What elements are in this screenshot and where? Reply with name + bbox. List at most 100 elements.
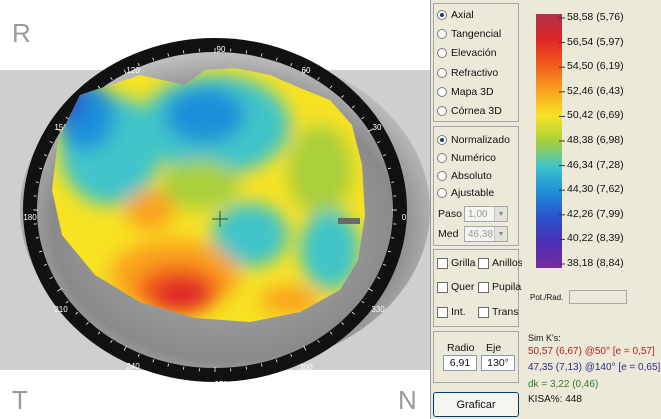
topography-map-panel: 90 60 30 0 330 300 270 240 210 180 150 1… — [0, 0, 430, 419]
degree-tick — [43, 154, 47, 156]
scale-label: 44,30 (7,62) — [567, 183, 624, 196]
degree-tick — [65, 116, 69, 120]
degree-tick — [303, 69, 307, 75]
scale-label: 40,22 (8,39) — [567, 232, 624, 245]
radio-dot — [437, 153, 447, 163]
degree-tick — [368, 128, 373, 132]
degree-tick — [75, 311, 79, 315]
degree-label-150: 150 — [54, 123, 68, 132]
step-label: Paso — [438, 208, 462, 220]
radio-dot — [437, 48, 447, 58]
degree-tick — [329, 85, 333, 89]
radio-dot — [437, 68, 447, 78]
degree-tick — [86, 322, 89, 325]
corneal-topography-map: 90 60 30 0 330 300 270 240 210 180 150 1… — [0, 38, 430, 389]
right-eye-indicator: R — [12, 18, 31, 48]
overlay-options-group: Grilla Anillos Quer Pupila Int. Trans — [433, 249, 523, 327]
radio-ajustable[interactable]: Ajustable — [437, 185, 494, 201]
radio-dot — [437, 106, 447, 116]
radius-axis-group: Radio Eje 6,91 130° — [433, 331, 519, 383]
degree-tick — [57, 288, 62, 292]
checkbox-quer[interactable]: Quer — [437, 279, 474, 295]
axis-value: 130° — [481, 355, 515, 371]
degree-label-30: 30 — [373, 123, 382, 132]
degree-label-270: 270 — [214, 380, 228, 389]
degree-tick — [137, 353, 140, 357]
scale-label: 48,38 (6,98) — [567, 134, 624, 146]
degree-tick — [361, 300, 365, 304]
chevron-down-icon: ▼ — [494, 227, 507, 241]
radio-dot — [437, 135, 447, 145]
checkbox-anillos[interactable]: Anillos — [478, 255, 523, 271]
radio-cornea-3d[interactable]: Córnea 3D — [437, 103, 502, 119]
degree-tick — [383, 264, 387, 266]
control-panel: Axial Tangencial Elevación Refractivo Ma… — [430, 0, 523, 419]
degree-tick — [97, 331, 101, 335]
degree-tick — [152, 359, 155, 363]
degree-tick — [123, 345, 127, 351]
degree-ring — [23, 38, 407, 382]
pot-rad-label: Pot./Rad. — [530, 293, 564, 302]
degree-label-330: 330 — [371, 305, 385, 314]
degree-tick — [97, 85, 101, 89]
color-scale-bar — [536, 14, 565, 268]
radio-dot — [437, 29, 447, 39]
degree-tick — [391, 237, 395, 239]
plot-button[interactable]: Graficar — [433, 392, 519, 417]
degree-tick — [49, 276, 53, 279]
radio-elevacion[interactable]: Elevación — [437, 45, 497, 61]
checkbox-trans[interactable]: Trans — [478, 304, 518, 320]
radio-dot — [437, 10, 447, 20]
degree-tick — [167, 363, 170, 367]
degree-tick — [245, 50, 247, 54]
radio-absoluto[interactable]: Absoluto — [437, 168, 492, 184]
degree-tick — [65, 300, 69, 304]
step-select[interactable]: 1,00 ▼ — [464, 206, 508, 222]
degree-tick — [341, 322, 344, 325]
checkbox-int[interactable]: Int. — [437, 304, 466, 320]
radio-numerico[interactable]: Numérico — [437, 150, 496, 166]
med-select[interactable]: 46,38 ▼ — [464, 226, 508, 242]
degree-tick — [183, 50, 185, 54]
degree-tick — [260, 363, 263, 367]
degree-tick — [275, 359, 278, 363]
degree-tick — [260, 53, 263, 57]
degree-tick — [290, 63, 293, 67]
radio-normalizado[interactable]: Normalizado — [437, 132, 510, 148]
checkbox-pupila[interactable]: Pupila — [478, 279, 521, 295]
degree-label-210: 210 — [54, 305, 68, 314]
degree-tick — [383, 154, 387, 156]
radio-axial[interactable]: Axial — [437, 7, 474, 23]
scale-label: 38,18 (8,84) — [567, 257, 624, 269]
degree-label-0: 0 — [402, 213, 407, 222]
degree-ticks — [33, 48, 397, 372]
degree-tick — [110, 77, 113, 80]
degree-tick — [361, 116, 365, 120]
checkbox-grilla[interactable]: Grilla — [437, 255, 476, 271]
scale-label: 50,42 (6,69) — [567, 109, 624, 122]
radio-dot — [437, 188, 447, 198]
scale-label: 54,50 (6,19) — [567, 60, 624, 73]
simk-k2: 47,35 (7,13) @140° [e = 0,65] — [528, 362, 661, 373]
scale-label: 56,54 (5,97) — [567, 35, 624, 48]
radius-value: 6,91 — [443, 355, 477, 371]
degree-tick — [183, 366, 185, 370]
map-type-group: Axial Tangencial Elevación Refractivo Ma… — [433, 3, 519, 122]
scale-label: 58,58 (5,76) — [567, 11, 624, 23]
chevron-down-icon: ▼ — [494, 207, 507, 221]
degree-label-120: 120 — [126, 66, 140, 75]
color-gradient-bar — [536, 14, 562, 268]
radio-refractivo[interactable]: Refractivo — [437, 65, 498, 81]
simk-title: Sim K's: — [528, 333, 561, 343]
scale-label: 52,46 (6,43) — [567, 84, 624, 97]
degree-label-60: 60 — [302, 66, 311, 75]
degree-tick — [329, 331, 333, 335]
radius-label: Radio — [447, 342, 475, 354]
degree-tick — [39, 167, 43, 170]
radio-mapa-3d[interactable]: Mapa 3D — [437, 84, 494, 100]
degree-labels: 90 60 30 0 330 300 270 240 210 180 150 1… — [23, 45, 406, 389]
radio-dot — [437, 171, 447, 181]
radio-tangencial[interactable]: Tangencial — [437, 26, 501, 42]
pupil-marker — [338, 218, 360, 224]
degree-tick — [387, 250, 391, 253]
